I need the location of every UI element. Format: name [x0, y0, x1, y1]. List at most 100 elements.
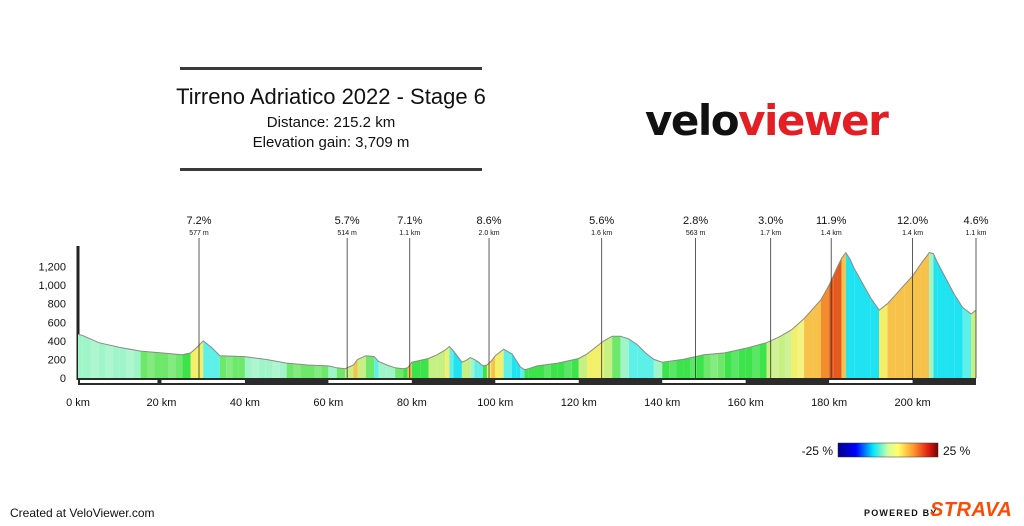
- climb-gradient-label: 11.9%: [816, 215, 847, 227]
- climb-gradient-label: 5.7%: [335, 215, 360, 227]
- climb-gradient-label: 7.2%: [186, 215, 211, 227]
- profile-segment: [147, 351, 155, 378]
- profile-segment: [550, 363, 558, 378]
- climb-gradient-label: 2.8%: [683, 215, 708, 227]
- profile-segment: [603, 336, 613, 378]
- profile-segment: [662, 361, 670, 378]
- profile-segment: [126, 348, 134, 378]
- profile-segment: [175, 354, 183, 378]
- profile-segment: [495, 349, 504, 378]
- profile-segment: [258, 358, 266, 378]
- y-tick-label: 0: [60, 373, 66, 385]
- y-tick-label: 600: [48, 317, 66, 329]
- created-at-label: Created at VeloViewer.com: [10, 506, 155, 520]
- profile-segment: [336, 367, 346, 378]
- climb-length-label: 1.1 km: [965, 230, 986, 237]
- profile-segment: [833, 266, 838, 378]
- profile-segment: [637, 344, 646, 378]
- profile-segment: [293, 363, 301, 378]
- profile-segment: [653, 359, 663, 378]
- legend-min-label: -25 %: [802, 444, 834, 458]
- profile-segment: [219, 355, 227, 378]
- climb-length-label: 1.6 km: [591, 230, 612, 237]
- profile-segment: [365, 355, 375, 378]
- profile-segment: [265, 359, 273, 378]
- profile-segment: [453, 351, 462, 378]
- climb-length-label: 2.0 km: [479, 230, 500, 237]
- profile-segment: [279, 361, 287, 378]
- chart-title: Tirreno Adriatico 2022 - Stage 6: [176, 84, 486, 109]
- profile-segment: [226, 355, 233, 378]
- profile-segment: [196, 340, 204, 378]
- gradient-legend-bar: [837, 442, 939, 458]
- profile-segment: [378, 361, 387, 378]
- x-tick-label: 0 km: [66, 397, 90, 409]
- profile-segment: [837, 258, 842, 378]
- profile-segment: [537, 365, 544, 378]
- powered-by-label: POWERED BY: [864, 508, 938, 518]
- profile-segment: [112, 345, 120, 378]
- profile-segment: [785, 329, 792, 378]
- profile-segment: [516, 360, 521, 378]
- profile-segment: [564, 360, 572, 378]
- climb-length-label: 1.1 km: [399, 230, 420, 237]
- climb-gradient-label: 8.6%: [476, 215, 501, 227]
- x-tick-label: 20 km: [146, 397, 176, 409]
- profile-segment: [628, 339, 638, 378]
- profile-segment: [474, 359, 479, 378]
- profile-outline: [77, 251, 977, 371]
- profile-segment: [587, 347, 596, 378]
- profile-segment: [772, 337, 780, 378]
- profile-segment: [78, 334, 83, 378]
- profile-segment: [520, 366, 525, 378]
- profile-segment: [683, 357, 691, 378]
- profile-segment: [374, 356, 379, 378]
- profile-segment: [411, 360, 421, 378]
- profile-segment: [920, 252, 930, 378]
- profile-segment: [428, 354, 437, 378]
- legend-max-label: 25 %: [943, 444, 971, 458]
- profile-segment: [759, 342, 767, 378]
- profile-segment: [710, 353, 718, 378]
- x-tick-label: 120 km: [561, 397, 597, 409]
- profile-segment: [797, 318, 805, 378]
- climb-length-label: 1.4 km: [821, 230, 842, 237]
- profile-segment: [912, 263, 921, 378]
- profile-segment: [478, 362, 483, 378]
- profile-segment: [904, 275, 913, 378]
- profile-segment: [244, 356, 252, 378]
- profile-segment: [182, 352, 191, 378]
- profile-segment: [105, 344, 113, 378]
- profile-segment: [870, 298, 880, 378]
- profile-segment: [962, 307, 971, 378]
- profile-segment: [945, 278, 955, 378]
- profile-segment: [98, 342, 106, 378]
- climb-gradient-label: 3.0%: [758, 215, 783, 227]
- profile-segment: [395, 367, 404, 378]
- veloviewer-logo: veloviewer: [645, 96, 889, 145]
- profile-segment: [272, 360, 280, 378]
- climb-gradient-label: 5.6%: [589, 215, 614, 227]
- profile-segment: [645, 352, 654, 378]
- profile-segment: [232, 356, 239, 378]
- profile-segment: [557, 361, 565, 378]
- profile-segment: [849, 259, 855, 378]
- x-tick-label: 180 km: [811, 397, 847, 409]
- profile-segment: [862, 283, 871, 378]
- profile-segment: [357, 355, 366, 378]
- profile-segment: [879, 303, 888, 378]
- distance-axis-segment: [161, 380, 245, 383]
- title-top-rule: [180, 67, 482, 70]
- distance-label: Distance: 215.2 km: [266, 114, 396, 131]
- profile-segment: [314, 365, 322, 378]
- profile-segment: [933, 253, 938, 378]
- profile-segment: [140, 351, 148, 378]
- profile-segment: [321, 365, 329, 378]
- distance-axis-segment: [495, 380, 579, 383]
- profile-segment: [461, 360, 467, 378]
- profile-segment: [929, 252, 934, 378]
- y-tick-label: 800: [48, 299, 66, 311]
- profile-segment: [724, 351, 732, 378]
- climb-gradient-label: 7.1%: [397, 215, 422, 227]
- profile-segment: [571, 358, 579, 378]
